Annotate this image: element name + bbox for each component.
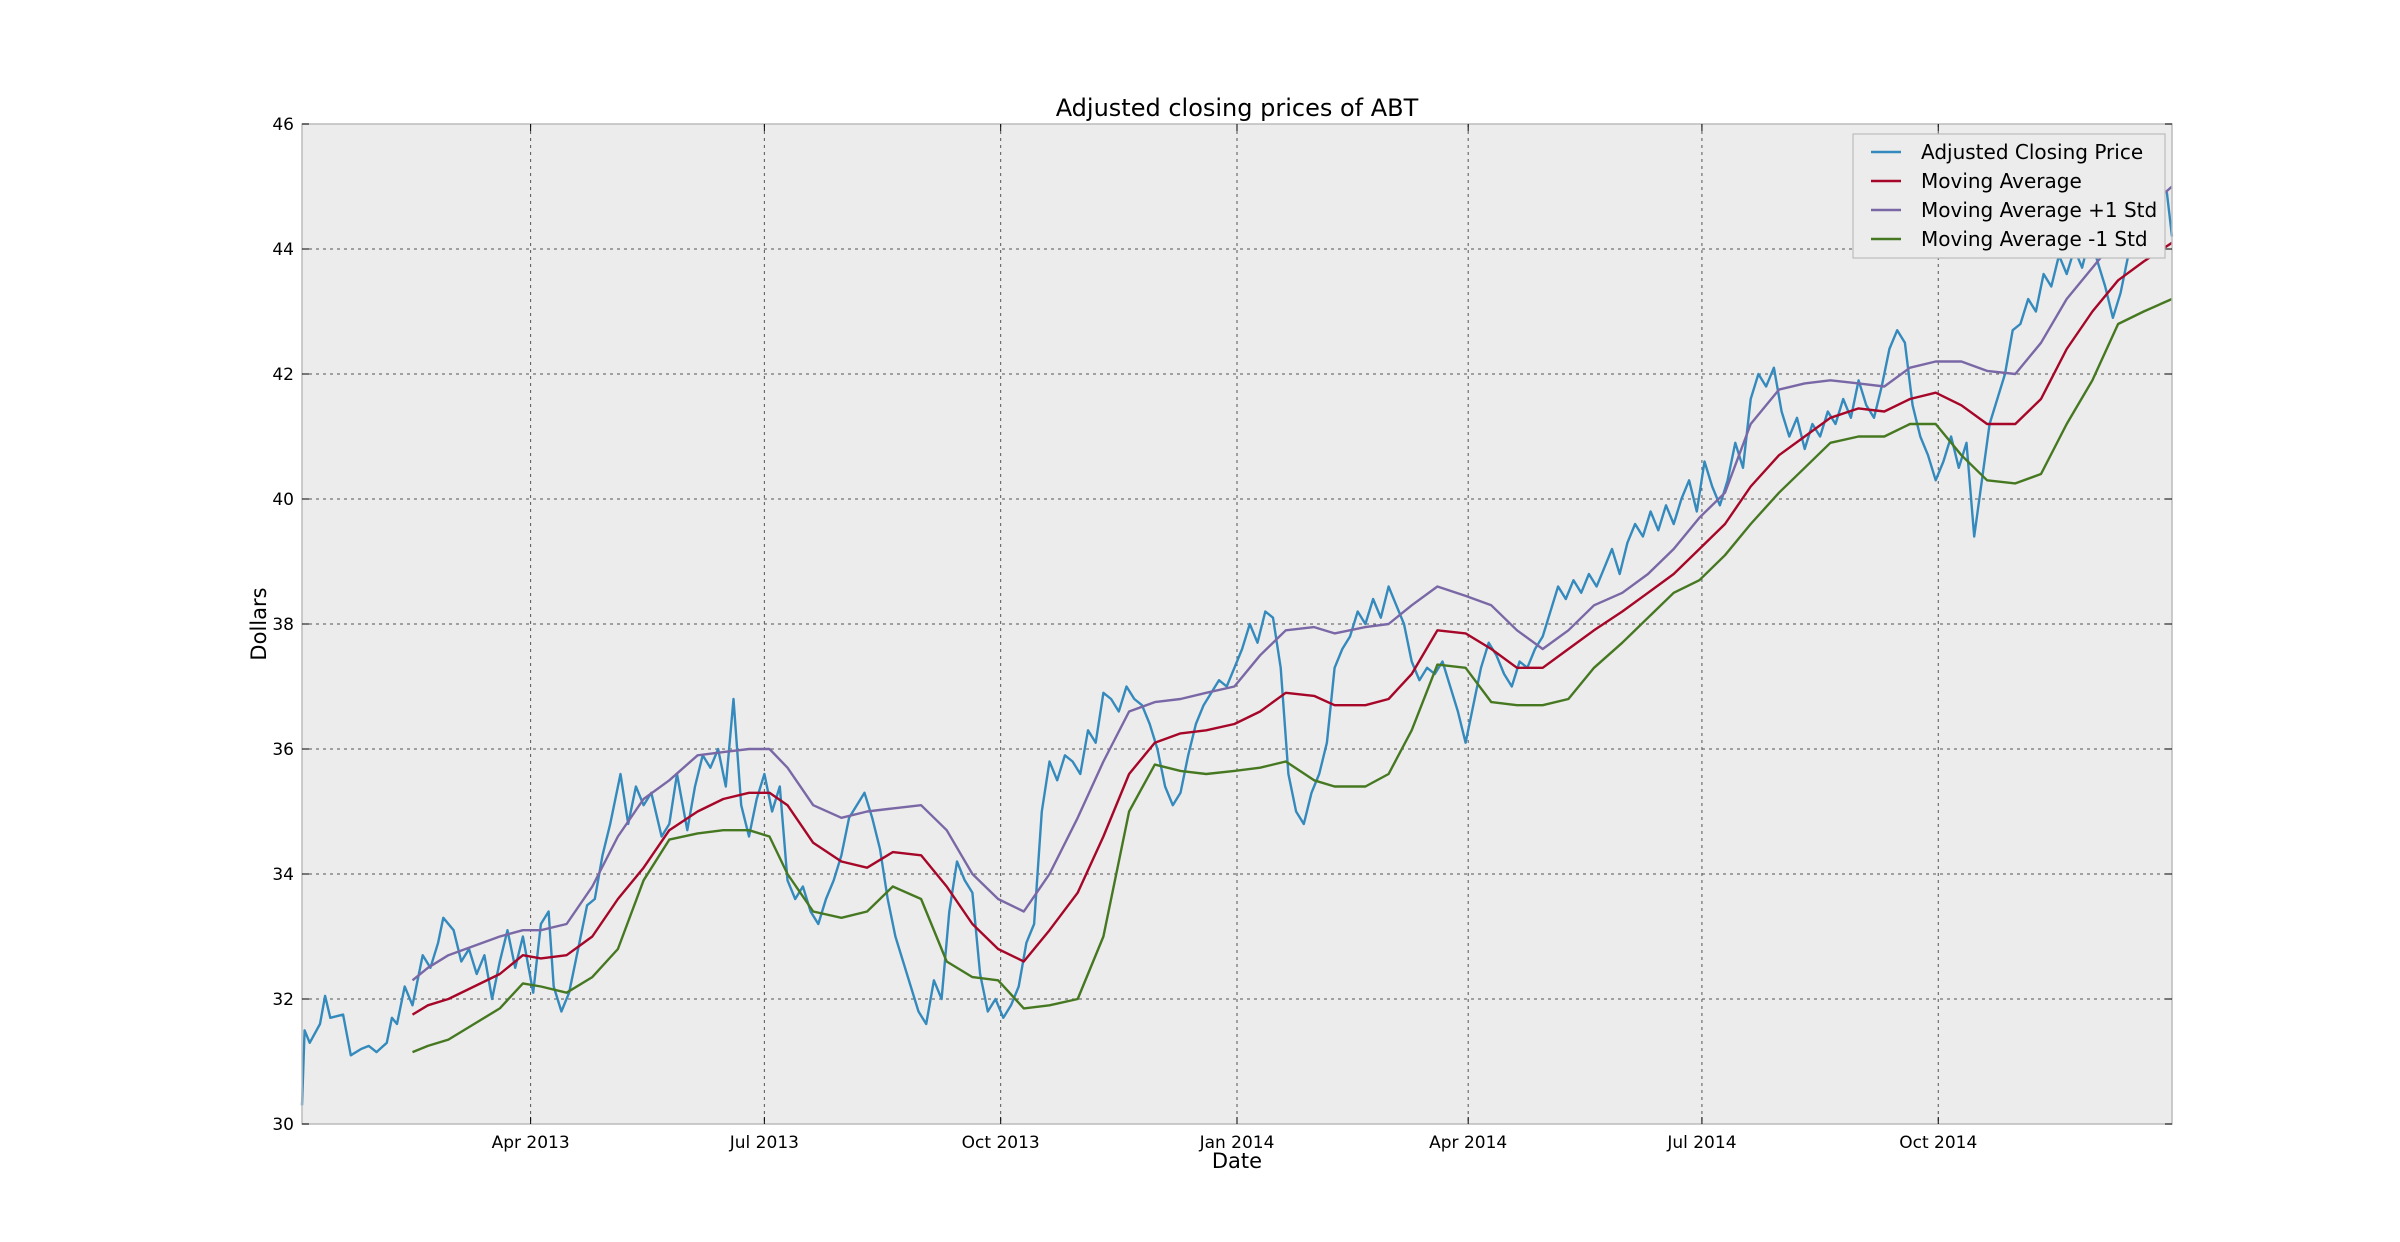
series-layer [300,185,2174,1106]
legend-label: Moving Average -1 Std [1921,227,2148,251]
y-tick-label: 34 [272,865,294,885]
x-axis-label: Date [1212,1149,1262,1173]
legend-label: Moving Average [1921,169,2082,193]
y-axis-ticks: 30 32 34 36 38 40 42 44 46 [272,115,2172,1135]
legend-label: Moving Average +1 Std [1921,198,2157,222]
chart-title: Adjusted closing prices of ABT [1056,94,1419,122]
grid-layer [302,124,2172,1124]
legend: Adjusted Closing Price Moving Average Movi… [1852,133,2166,259]
x-tick-label: Oct 2014 [1899,1133,1977,1153]
y-axis-label: Dollars [247,587,271,660]
x-tick-label: Jan 2014 [1199,1133,1275,1153]
legend-entries: Adjusted Closing Price Moving Average Movi… [1871,140,2157,251]
y-tick-label: 46 [272,115,294,135]
x-axis-ticks: Apr 2013 Jul 2013 Oct 2013 Jan 2014 Apr 2014… [492,124,1977,1153]
series-line-adjusted-closing-price [300,185,2174,1106]
y-tick-label: 32 [272,990,294,1010]
y-tick-label: 30 [272,1115,294,1135]
x-tick-label: Apr 2014 [1429,1133,1507,1153]
series-line-moving-average-1-std [411,185,2173,982]
x-tick-label: Jul 2013 [729,1133,799,1153]
y-tick-label: 40 [272,490,294,510]
y-tick-label: 44 [272,240,294,260]
y-tick-label: 36 [272,740,294,760]
y-tick-label: 38 [272,615,294,635]
legend-label: Adjusted Closing Price [1921,140,2143,164]
y-tick-label: 42 [272,365,294,385]
series-line-moving-average [411,241,2173,1016]
x-tick-label: Jul 2014 [1666,1133,1736,1153]
x-tick-label: Apr 2013 [492,1133,570,1153]
series-line-moving-average-1-std [412,297,2173,1054]
x-tick-label: Oct 2013 [962,1133,1040,1153]
legend-box [1852,133,2166,259]
